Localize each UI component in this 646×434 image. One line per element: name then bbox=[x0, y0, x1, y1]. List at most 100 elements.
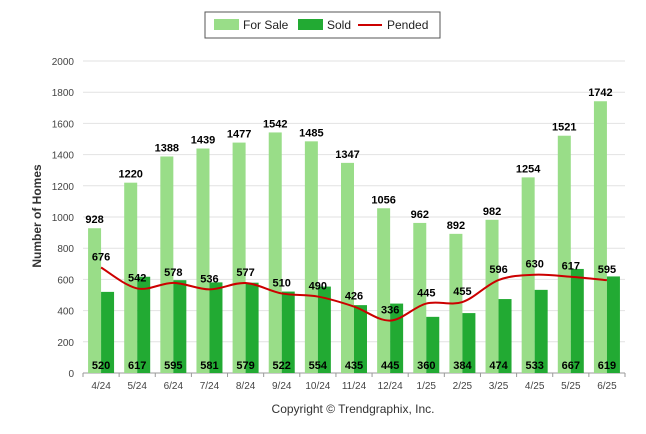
label-pended: 617 bbox=[562, 261, 580, 273]
pended-line-path bbox=[100, 266, 608, 322]
label-pended: 510 bbox=[273, 277, 291, 289]
label-sold: 474 bbox=[489, 360, 508, 372]
label-sold: 360 bbox=[417, 360, 435, 372]
bar-sold bbox=[534, 289, 548, 373]
copyright-footer: Copyright © Trendgraphix, Inc. bbox=[272, 402, 435, 416]
bar-for-sale bbox=[232, 142, 246, 373]
bar-sold bbox=[570, 268, 584, 373]
bar-for-sale bbox=[196, 148, 210, 373]
label-pended: 445 bbox=[417, 288, 435, 300]
label-pended: 676 bbox=[92, 252, 110, 264]
pended-line bbox=[100, 266, 608, 322]
legend-swatch-for-sale bbox=[214, 19, 239, 30]
y-tick-label: 1000 bbox=[52, 213, 75, 224]
x-tick-label: 5/24 bbox=[127, 381, 147, 392]
x-tick-label: 3/25 bbox=[489, 381, 509, 392]
bar-for-sale bbox=[124, 182, 138, 373]
label-for-sale: 928 bbox=[85, 214, 103, 226]
label-sold: 520 bbox=[92, 360, 110, 372]
y-axis-label: Number of Homes bbox=[30, 164, 44, 268]
label-pended: 578 bbox=[164, 267, 182, 279]
label-pended: 455 bbox=[453, 286, 471, 298]
bar-sold bbox=[462, 313, 476, 373]
y-tick-label: 600 bbox=[57, 275, 74, 286]
bar-sold bbox=[606, 276, 620, 373]
label-sold: 579 bbox=[236, 360, 254, 372]
bars bbox=[88, 101, 620, 374]
label-sold: 617 bbox=[128, 360, 146, 372]
data-labels: 928 520 676 1220 617 542 1388 595 578 1439 581 536 1… bbox=[85, 87, 616, 372]
legend-label-sold: Sold bbox=[327, 18, 351, 32]
bar-sold bbox=[137, 276, 151, 373]
bar-for-sale bbox=[88, 228, 102, 373]
label-for-sale: 1388 bbox=[155, 142, 179, 154]
bar-for-sale bbox=[557, 135, 571, 373]
label-pended: 536 bbox=[200, 273, 218, 285]
bar-for-sale bbox=[485, 219, 499, 373]
x-tick-label: 6/25 bbox=[597, 381, 617, 392]
x-tick-label: 11/24 bbox=[342, 381, 367, 392]
x-tick-label: 9/24 bbox=[272, 381, 292, 392]
y-tick-label: 1400 bbox=[52, 151, 75, 162]
y-tick-label: 400 bbox=[57, 307, 74, 318]
bar-sold bbox=[209, 282, 223, 373]
legend-label-for-sale: For Sale bbox=[243, 18, 289, 32]
label-pended: 595 bbox=[598, 264, 616, 276]
bar-for-sale bbox=[304, 141, 318, 373]
label-for-sale: 962 bbox=[411, 209, 429, 221]
label-for-sale: 1220 bbox=[118, 169, 142, 181]
legend-label-pended: Pended bbox=[387, 18, 428, 32]
x-tick-label: 10/24 bbox=[305, 381, 330, 392]
label-sold: 554 bbox=[309, 360, 328, 372]
label-pended: 577 bbox=[236, 267, 254, 279]
bar-sold bbox=[245, 282, 259, 373]
label-for-sale: 1742 bbox=[588, 87, 612, 99]
bar-sold bbox=[173, 280, 187, 373]
bar-for-sale bbox=[413, 222, 427, 373]
x-axis-ticks: 4/24 5/24 6/24 7/24 8/24 9/24 10/24 11/24 12/24 1… bbox=[82, 373, 626, 392]
label-for-sale: 1521 bbox=[552, 122, 576, 134]
label-pended: 490 bbox=[309, 281, 327, 293]
bar-for-sale bbox=[268, 132, 282, 373]
label-pended: 336 bbox=[381, 305, 399, 317]
label-pended: 426 bbox=[345, 291, 363, 303]
label-for-sale: 1056 bbox=[371, 194, 395, 206]
bar-sold bbox=[281, 291, 295, 373]
bar-sold bbox=[317, 286, 331, 373]
label-sold: 595 bbox=[164, 360, 182, 372]
bar-sold bbox=[354, 305, 367, 373]
bar-sold bbox=[426, 316, 440, 373]
label-sold: 619 bbox=[598, 360, 616, 372]
bar-sold bbox=[101, 291, 115, 373]
y-tick-label: 1200 bbox=[52, 182, 75, 193]
label-pended: 596 bbox=[489, 264, 507, 276]
label-for-sale: 1254 bbox=[516, 163, 541, 175]
bar-for-sale bbox=[593, 101, 607, 374]
label-for-sale: 1477 bbox=[227, 129, 251, 141]
x-tick-label: 6/24 bbox=[164, 381, 184, 392]
x-tick-label: 12/24 bbox=[378, 381, 403, 392]
x-tick-label: 7/24 bbox=[200, 381, 220, 392]
label-sold: 533 bbox=[525, 360, 543, 372]
y-axis-ticks: 0 200 400 600 800 1000 1200 1400 1600 1800 2000 bbox=[52, 57, 75, 380]
y-tick-label: 200 bbox=[57, 338, 74, 349]
y-tick-label: 1600 bbox=[52, 119, 75, 130]
label-sold: 581 bbox=[200, 360, 218, 372]
x-tick-label: 4/25 bbox=[525, 381, 545, 392]
bar-for-sale bbox=[377, 208, 391, 373]
x-tick-label: 8/24 bbox=[236, 381, 256, 392]
label-sold: 384 bbox=[453, 360, 472, 372]
label-sold: 435 bbox=[345, 360, 363, 372]
x-tick-label: 5/25 bbox=[561, 381, 581, 392]
label-pended: 630 bbox=[525, 259, 543, 271]
y-tick-label: 1800 bbox=[52, 88, 75, 99]
x-tick-label: 4/24 bbox=[91, 381, 111, 392]
x-tick-label: 1/25 bbox=[417, 381, 437, 392]
label-for-sale: 1485 bbox=[299, 127, 323, 139]
label-for-sale: 892 bbox=[447, 220, 465, 232]
legend-swatch-sold bbox=[298, 19, 323, 30]
y-tick-label: 800 bbox=[57, 244, 74, 255]
bar-sold bbox=[498, 299, 512, 373]
